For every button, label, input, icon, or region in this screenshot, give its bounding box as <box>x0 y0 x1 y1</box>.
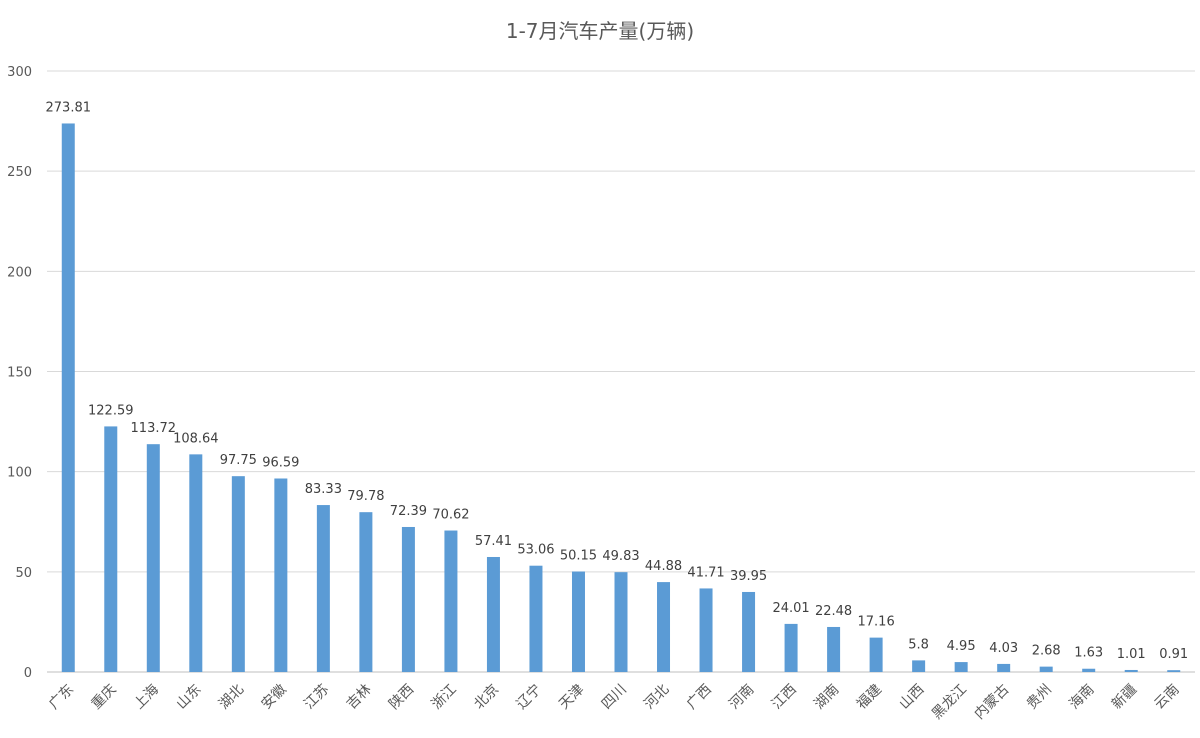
data-label: 22.48 <box>815 604 852 619</box>
bar-山东 <box>189 454 203 672</box>
x-category-label: 吉林 <box>344 682 375 713</box>
bar-北京 <box>486 556 500 672</box>
bar-海南 <box>1082 668 1096 672</box>
data-label: 1.01 <box>1117 647 1146 662</box>
bar-黑龙江 <box>954 662 968 672</box>
x-category-label: 黑龙江 <box>929 682 970 723</box>
x-category-label: 重庆 <box>88 682 119 713</box>
data-label: 17.16 <box>858 615 895 630</box>
x-category-label: 江苏 <box>301 682 332 713</box>
bar-江西 <box>784 623 798 672</box>
data-label: 72.39 <box>390 504 427 519</box>
x-axis-categories: 广东 重庆 上海 山东 湖北 安徽 江苏 吉林 陕西 浙江 北京 辽宁 天津 四川 河北 广西 河南 江西 湖南 福建… <box>46 681 1183 723</box>
chart-title: 1-7月汽车产量(万辆) <box>506 19 694 43</box>
bar-湖北 <box>231 476 245 672</box>
data-label: 5.8 <box>908 637 929 652</box>
bar-广东 <box>61 123 75 673</box>
bar-云南 <box>1167 670 1181 672</box>
y-axis-ticks: 0 50 100 150 200 250 300 <box>7 65 32 681</box>
bar-上海 <box>146 444 160 672</box>
bar-河南 <box>742 591 756 672</box>
data-label: 49.83 <box>602 549 639 564</box>
x-category-label: 内蒙古 <box>971 682 1012 723</box>
bar-江苏 <box>316 505 330 672</box>
data-label: 2.68 <box>1032 644 1061 659</box>
bar-浙江 <box>444 530 458 672</box>
x-category-label: 广东 <box>46 682 77 713</box>
data-label: 44.88 <box>645 559 682 574</box>
data-label: 4.03 <box>989 641 1018 656</box>
x-category-label: 上海 <box>131 682 162 713</box>
data-label: 273.81 <box>46 100 92 115</box>
y-tick-label: 300 <box>7 65 32 80</box>
data-label: 79.78 <box>347 489 384 504</box>
bar-陕西 <box>401 526 415 672</box>
data-label: 53.06 <box>517 543 554 558</box>
x-category-label: 贵州 <box>1024 682 1055 713</box>
y-tick-label: 100 <box>7 466 32 481</box>
y-tick-label: 150 <box>7 366 32 381</box>
x-category-label: 北京 <box>471 682 502 713</box>
x-category-label: 新疆 <box>1109 682 1140 713</box>
data-label: 1.63 <box>1074 646 1103 661</box>
bar-福建 <box>869 637 883 672</box>
bar-河北 <box>657 582 671 672</box>
data-label: 83.33 <box>305 482 342 497</box>
bar-辽宁 <box>529 565 543 672</box>
x-category-label: 福建 <box>854 682 885 713</box>
x-category-label: 广西 <box>684 682 715 713</box>
x-category-label: 云南 <box>1151 682 1182 713</box>
bar-吉林 <box>359 512 373 672</box>
x-category-label: 湖南 <box>811 682 842 713</box>
data-label: 70.62 <box>432 508 469 523</box>
bar-四川 <box>614 572 628 672</box>
bar-贵州 <box>1039 666 1053 672</box>
x-category-label: 江西 <box>769 682 800 713</box>
data-label: 113.72 <box>131 421 177 436</box>
bar-湖南 <box>827 626 841 672</box>
bar-广西 <box>699 588 713 672</box>
y-tick-label: 200 <box>7 265 32 280</box>
y-tick-label: 50 <box>15 566 32 581</box>
data-label: 96.59 <box>262 455 299 470</box>
x-category-label: 陕西 <box>386 682 417 713</box>
x-category-label: 浙江 <box>429 682 460 713</box>
data-label: 39.95 <box>730 569 767 584</box>
bar-天津 <box>571 571 585 672</box>
x-category-label: 河南 <box>726 682 757 713</box>
data-label: 50.15 <box>560 549 597 564</box>
data-label: 122.59 <box>88 403 134 418</box>
x-category-label: 安徽 <box>259 682 290 713</box>
data-label: 0.91 <box>1159 647 1188 662</box>
x-category-label: 河北 <box>641 682 672 713</box>
x-category-label: 山西 <box>896 682 927 713</box>
bars <box>61 123 1181 673</box>
bar-山西 <box>912 660 926 672</box>
x-category-label: 山东 <box>174 682 205 713</box>
bar-安徽 <box>274 478 288 672</box>
bar-内蒙古 <box>997 663 1011 672</box>
y-tick-label: 0 <box>24 666 32 681</box>
data-label: 97.75 <box>220 453 257 468</box>
data-label: 57.41 <box>475 534 512 549</box>
x-category-label: 辽宁 <box>513 681 545 713</box>
bar-新疆 <box>1124 669 1138 672</box>
x-category-label: 四川 <box>599 682 630 713</box>
x-category-label: 天津 <box>556 682 587 713</box>
data-label: 41.71 <box>687 565 724 580</box>
y-tick-label: 250 <box>7 165 32 180</box>
data-label: 108.64 <box>173 431 219 446</box>
data-label: 4.95 <box>947 639 976 654</box>
x-category-label: 海南 <box>1066 682 1097 713</box>
data-label: 24.01 <box>772 601 809 616</box>
x-category-label: 湖北 <box>216 682 247 713</box>
bar-重庆 <box>104 426 118 672</box>
